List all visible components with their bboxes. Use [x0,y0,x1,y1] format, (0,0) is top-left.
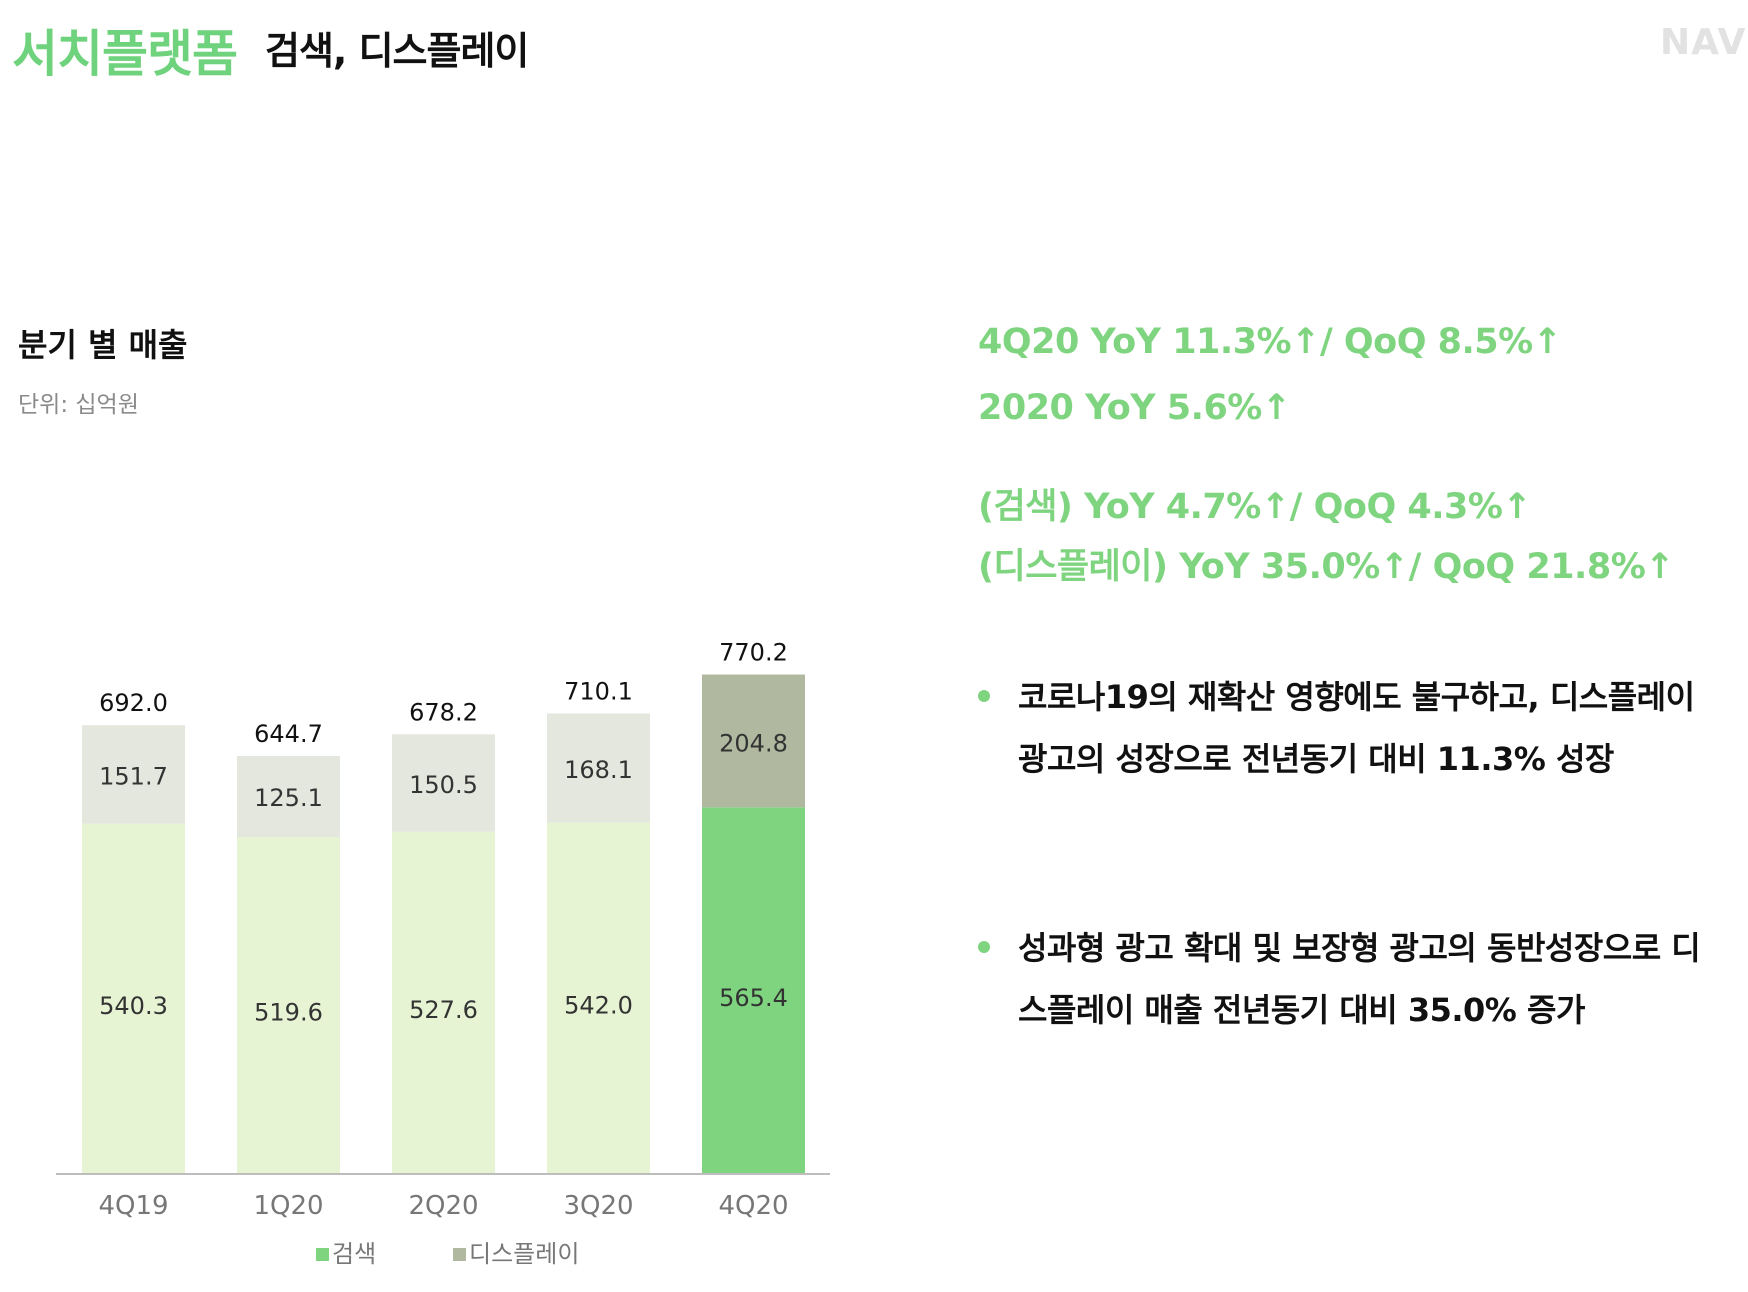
x-tick-label: 3Q20 [563,1191,633,1221]
bullet-dot-icon [978,690,990,702]
data-label-total: 644.7 [254,720,323,748]
revenue-chart: 540.3 151.7 692.0 4Q19 519.6 125.1 644.7 1Q20 52… [56,639,830,1268]
data-label-display: 204.8 [719,730,788,758]
highlight-total-yoy-qoq: 4Q20 YoY 11.3%↑/ QoQ 8.5%↑ [978,322,1562,362]
bullet-text-1: 코로나19의 재확산 영향에도 불구하고, 디스플레이광고의 성장으로 전년동기… [1018,678,1695,778]
bar-display-1Q20 [237,755,340,838]
bar-search-2Q20 [392,831,495,1174]
bar-search-1Q20 [237,837,340,1174]
highlight-display: (디스플레이) YoY 35.0%↑/ QoQ 21.8%↑ [978,547,1675,587]
page-title: 서치플랫폼 [12,25,238,83]
highlight-annual-yoy: 2020 YoY 5.6%↑ [978,388,1291,428]
bar-display-2Q20 [392,734,495,832]
bar-search-3Q20 [547,822,650,1174]
legend-display-swatch [453,1248,466,1261]
data-label-display: 150.5 [409,771,478,799]
data-label-search: 540.3 [99,992,168,1020]
bar-display-3Q20 [547,713,650,823]
legend-display-label: 디스플레이 [469,1240,579,1268]
data-label-display: 125.1 [254,784,323,812]
data-label-total: 692.0 [99,689,168,717]
brand-logo: NAV [1660,22,1747,63]
bar-search-4Q20 [702,807,805,1174]
legend-search-label: 검색 [332,1240,376,1268]
data-label-search: 519.6 [254,998,323,1026]
bullet-dot-icon [978,941,990,953]
x-tick-label: 1Q20 [253,1191,323,1221]
bar-search-4Q19 [82,823,185,1174]
data-label-display: 151.7 [99,762,168,790]
data-label-total: 678.2 [409,698,478,726]
x-tick-label: 4Q20 [718,1191,788,1221]
data-label-search: 527.6 [409,996,478,1024]
bar-display-4Q19 [82,725,185,824]
highlight-search: (검색) YoY 4.7%↑/ QoQ 4.3%↑ [978,487,1532,527]
x-tick-label: 2Q20 [408,1191,478,1221]
legend-search-swatch [316,1248,329,1261]
data-label-display: 168.1 [564,756,633,784]
x-tick-label: 4Q19 [98,1191,168,1221]
chart-title: 분기 별 매출 [18,326,188,364]
data-label-total: 770.2 [719,639,788,667]
bullet-text-2: 성과형 광고 확대 및 보장형 광고의 동반성장으로 디스플레이 매출 전년동기… [1018,929,1701,1029]
data-label-search: 565.4 [719,984,788,1012]
chart-unit: 단위: 십억원 [18,392,139,418]
bar-display-4Q20 [702,674,805,808]
data-label-total: 710.1 [564,678,633,706]
data-label-search: 542.0 [564,991,633,1019]
page-subtitle: 검색, 디스플레이 [265,29,529,73]
